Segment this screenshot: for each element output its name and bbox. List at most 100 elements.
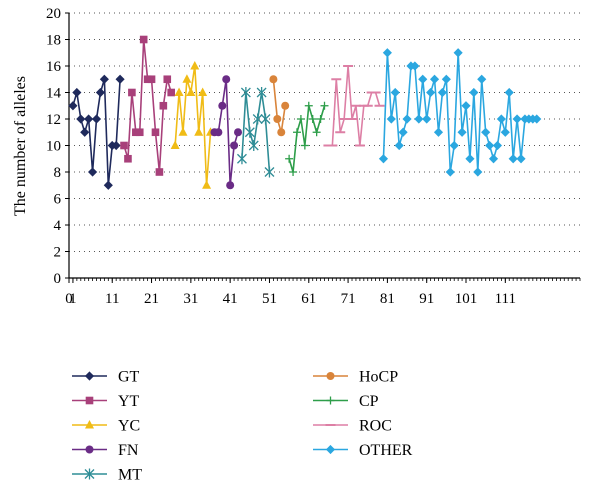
data-point-mt [252,113,263,125]
series-line-other [382,52,537,173]
legend-item-hocp: HoCP [313,369,398,386]
series-other [378,48,542,177]
data-point-yc [174,87,184,96]
data-point-fn [214,128,223,137]
series-line-mt [241,92,271,173]
data-point-other [508,154,518,164]
data-point-other [402,114,412,124]
y-tick-label-20: 20 [46,6,61,22]
data-point-other [390,87,400,98]
data-point-mt [260,113,271,125]
data-point-hocp [269,75,278,84]
data-point-other [512,114,522,124]
data-point-gt [111,140,121,151]
data-point-gt [76,114,86,124]
legend-item-yt: YT [72,393,140,410]
data-point-other [414,114,424,124]
data-point-other [481,127,491,137]
data-point-other [477,74,487,84]
data-point-other [441,74,451,84]
data-point-other [457,127,467,137]
legend-label-yt: YT [118,393,140,410]
series-cp [285,101,329,176]
series-line-hocp [272,79,286,133]
series-line-roc [328,65,381,147]
data-point-cp [300,141,309,150]
y-tick-label-18: 18 [46,33,61,49]
y-tick-label-16: 16 [46,59,62,75]
data-point-yt [124,154,132,163]
x-tick-label-51: 51 [262,291,277,307]
data-point-other [449,140,459,151]
x-tick-label-91: 91 [419,291,434,307]
data-point-other [418,74,428,84]
data-point-other [485,140,495,151]
y-tick-label-0: 0 [54,271,62,287]
data-point-other [410,61,420,71]
data-point-gt [68,101,78,111]
data-point-mt [256,87,267,98]
legend-item-fn: FN [72,442,139,459]
legend-item-cp: CP [313,393,379,410]
data-point-gt [88,167,98,177]
data-point-other [465,154,475,164]
series-yc [170,61,216,189]
data-point-yc [182,74,192,83]
data-point-hocp [281,101,290,110]
data-point-yt [135,128,144,137]
series-mt [236,87,275,178]
x-tick-label-101: 101 [455,291,478,307]
legend-marker [84,371,95,381]
data-point-yc [202,180,212,189]
data-point-gt [103,180,113,190]
data-point-other [488,154,499,164]
legend-item-gt: GT [72,369,140,386]
data-point-fn [226,181,235,190]
y-tick-label-4: 4 [54,218,62,234]
y-tick-label-12: 12 [46,112,61,128]
data-point-cp [312,128,321,137]
data-point-cp [289,168,298,176]
data-point-gt [95,87,106,98]
data-point-fn [234,128,243,137]
data-point-yt [139,35,148,44]
data-point-yc [194,127,204,136]
data-point-cp [285,154,294,163]
data-point-yt [155,168,164,176]
data-point-other [398,127,408,137]
data-point-other [445,167,455,177]
legend-marker [84,468,95,480]
data-point-fn [218,101,227,110]
data-point-gt [115,74,125,84]
data-point-other [429,74,440,84]
data-point-yt [151,128,160,137]
data-point-mt [236,153,247,165]
series-yt [120,35,175,176]
data-point-cp [296,115,305,123]
data-point-other [433,127,444,137]
data-point-yc [178,127,188,136]
data-point-mt [240,87,251,98]
data-point-gt [80,127,90,137]
legend-marker [85,396,94,405]
data-point-other [422,114,432,124]
data-point-other [386,114,396,124]
legend-marker [326,372,335,380]
data-point-fn [230,141,239,150]
series-roc [323,65,385,147]
y-tick-label-2: 2 [54,245,62,261]
data-point-mt [248,140,259,151]
series-group [68,35,542,190]
x-tick-label-21: 21 [144,291,159,307]
y-axis-title: The number of alleles [12,76,29,216]
legend-label-mt: MT [118,467,142,484]
legend-label-other: OTHER [359,442,413,459]
legend-label-gt: GT [118,369,140,386]
data-point-other [461,101,471,111]
data-point-yt [128,88,136,97]
legend-label-roc: ROC [359,418,392,435]
series-line-cp [288,105,326,173]
legend-label-yc: YC [118,418,140,435]
